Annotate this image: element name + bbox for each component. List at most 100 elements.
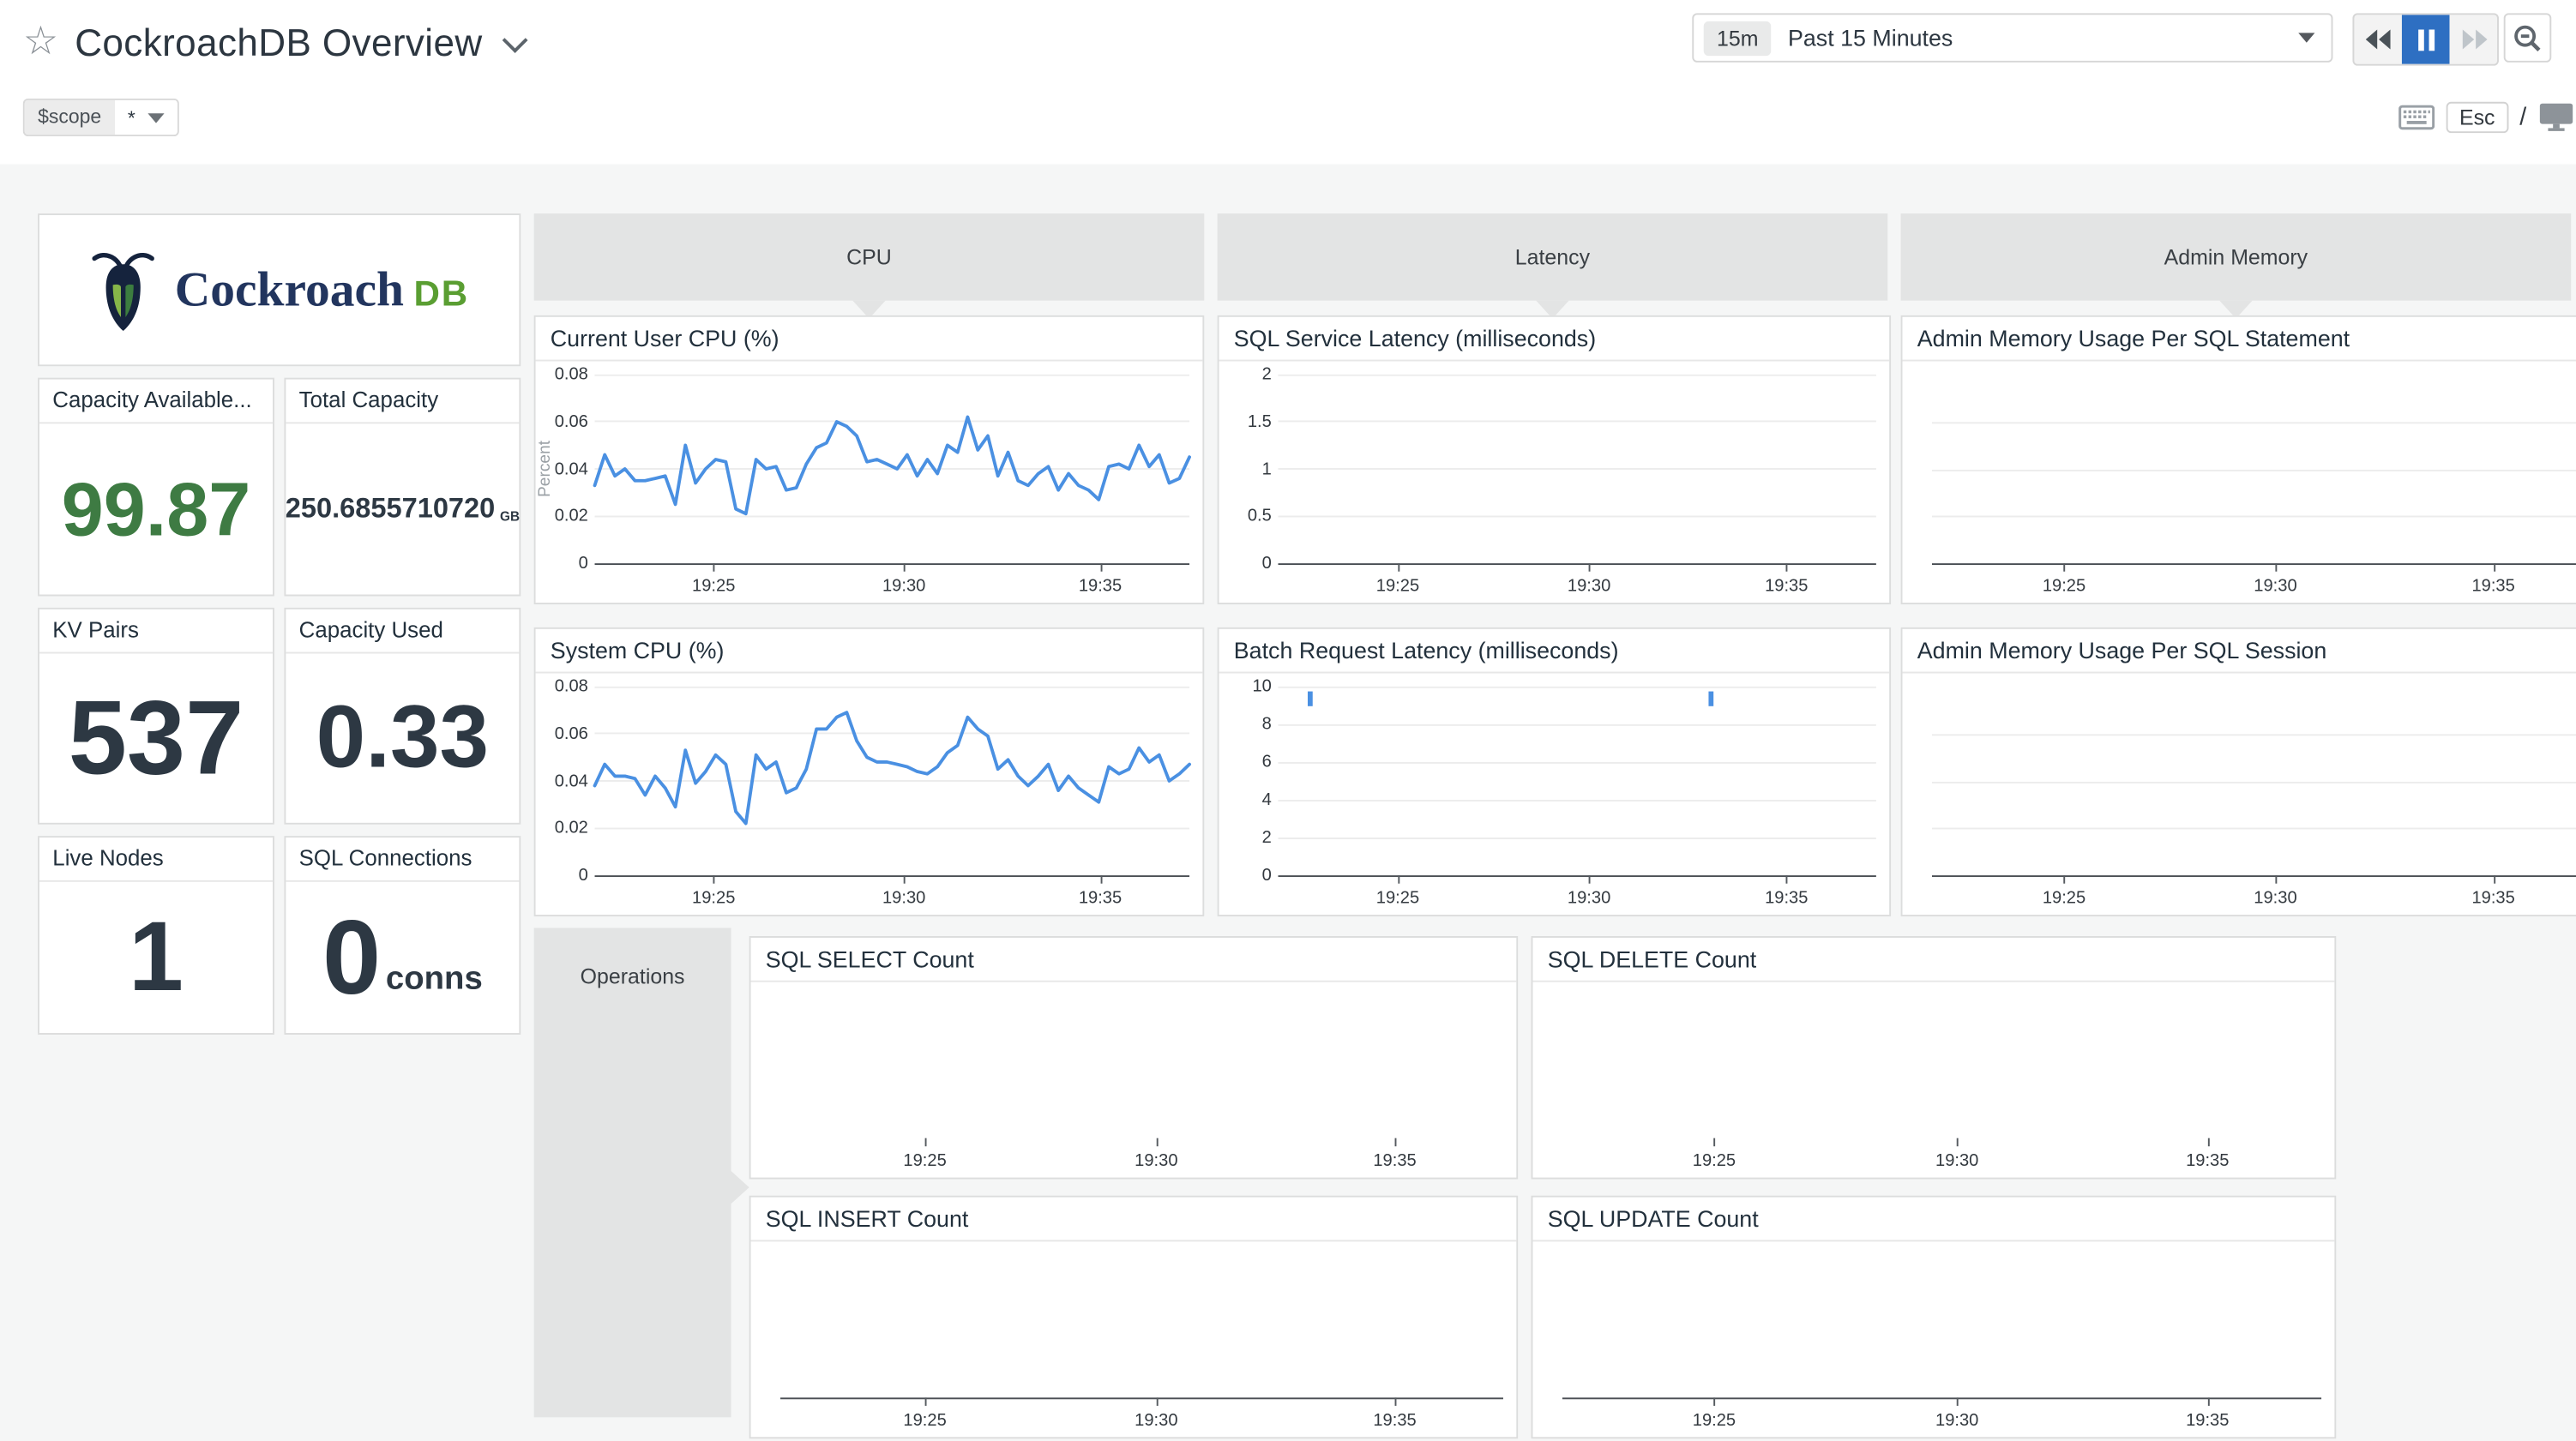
chart-panel-sql-update-count[interactable]: SQL UPDATE Count 19:25 19:30 19:35: [1531, 1195, 2337, 1439]
stat-card-live-nodes[interactable]: Live Nodes 1: [38, 836, 274, 1035]
forward-button[interactable]: [2449, 15, 2497, 63]
group-header-operations[interactable]: Operations: [533, 928, 731, 1418]
x-tick-label: 19:30: [882, 576, 926, 597]
stat-value: 537: [68, 678, 244, 797]
stat-label: Live Nodes: [39, 838, 274, 882]
y-tick-label: 0: [1261, 865, 1272, 886]
pause-button[interactable]: [2401, 15, 2450, 64]
stat-card-total-capacity[interactable]: Total Capacity 250.6855710720 GB: [284, 377, 521, 597]
stat-card-capacity-available[interactable]: Capacity Available... 99.87: [38, 377, 274, 597]
template-variable-scope[interactable]: $scope *: [22, 98, 180, 137]
chevron-down-icon[interactable]: [502, 27, 527, 52]
stat-card-sql-connections[interactable]: SQL Connections 0 conns: [284, 836, 521, 1035]
chart-title: Admin Memory Usage Per SQL Statement: [1902, 317, 2576, 362]
zoom-out-icon: [2514, 24, 2541, 51]
chart-title: SQL UPDATE Count: [1532, 1198, 2335, 1242]
chart-plot: 19:25 19:30 19:35: [751, 982, 1517, 1178]
stat-card-capacity-used[interactable]: Capacity Used 0.33: [284, 607, 521, 825]
group-header-latency[interactable]: Latency: [1217, 213, 1888, 301]
x-tick: [1156, 1138, 1159, 1147]
x-tick-label: 19:35: [1373, 1410, 1417, 1431]
keyboard-icon[interactable]: [2398, 104, 2435, 129]
chart-panel-admin-memory-session[interactable]: Admin Memory Usage Per SQL Session 19:25…: [1900, 627, 2576, 917]
group-header-admin-memory[interactable]: Admin Memory: [1900, 213, 2572, 301]
stat-value: 99.87: [61, 465, 251, 551]
gridline: [1278, 373, 1876, 375]
x-tick-label: 19:35: [1078, 576, 1122, 597]
group-label: Latency: [1514, 244, 1591, 270]
x-tick-label: 19:35: [1373, 1150, 1417, 1171]
fullscreen-monitor-icon[interactable]: [2538, 102, 2574, 131]
y-tick-label: 0: [578, 865, 588, 886]
y-tick-label: 0.06: [554, 724, 588, 744]
x-axis-baseline: [594, 563, 1190, 566]
x-tick-label: 19:25: [2042, 888, 2086, 909]
chart-panel-admin-memory-statement[interactable]: Admin Memory Usage Per SQL Statement 19:…: [1900, 315, 2576, 605]
chart-plot: 19:25 19:30 19:35: [1903, 361, 2576, 603]
pause-icon: [2417, 28, 2435, 51]
scope-var-value[interactable]: *: [114, 99, 178, 135]
x-tick-label: 19:25: [1692, 1150, 1736, 1171]
chart-plot: 0 0.5 1 1.5 2 19:25 19:30 19:35: [1219, 361, 1890, 603]
group-label: CPU: [846, 244, 892, 270]
gridline: [594, 515, 1190, 518]
fast-forward-icon: [2461, 29, 2487, 50]
x-tick: [1713, 1138, 1716, 1147]
favorite-star-icon[interactable]: ☆: [22, 19, 59, 64]
gridline: [1932, 733, 2576, 736]
y-tick-label: 0: [578, 553, 588, 573]
x-axis-baseline: [780, 1397, 1503, 1400]
x-tick-label: 19:30: [1935, 1150, 1979, 1171]
gridline: [594, 373, 1190, 375]
gridline: [1278, 837, 1876, 839]
x-tick-label: 19:30: [1135, 1410, 1178, 1431]
scope-value-text: *: [127, 105, 135, 129]
gridline: [1278, 723, 1876, 725]
gridline: [594, 685, 1190, 687]
x-tick: [1100, 875, 1102, 884]
y-tick-label: 0.02: [554, 506, 588, 526]
chart-panel-system-cpu[interactable]: System CPU (%) 0 0.02 0.04 0.06 0.08 19:25 19:…: [533, 627, 1205, 917]
x-tick-label: 19:35: [2471, 888, 2515, 909]
x-tick-label: 19:25: [903, 1410, 947, 1431]
x-tick: [2493, 875, 2495, 884]
stat-label: Capacity Used: [286, 609, 520, 654]
dropdown-caret-icon: [2298, 33, 2315, 43]
x-tick: [2207, 1397, 2210, 1406]
chart-panel-batch-request-latency[interactable]: Batch Request Latency (milliseconds) 0 2 4…: [1217, 627, 1892, 917]
y-tick-label: 2: [1261, 364, 1272, 385]
gridline: [1278, 799, 1876, 801]
chart-panel-sql-delete-count[interactable]: SQL DELETE Count 19:25 19:30 19:35: [1531, 936, 2337, 1180]
chart-title: SQL SELECT Count: [750, 938, 1517, 982]
x-tick-label: 19:35: [2186, 1150, 2230, 1171]
esc-key-badge[interactable]: Esc: [2446, 100, 2508, 133]
gridline: [1278, 420, 1876, 423]
x-tick: [1589, 563, 1592, 572]
chart-panel-sql-service-latency[interactable]: SQL Service Latency (milliseconds) 0 0.5 1…: [1217, 315, 1892, 605]
chart-panel-sql-insert-count[interactable]: SQL INSERT Count 19:25 19:30 19:35: [749, 1195, 1519, 1439]
stat-card-kv-pairs[interactable]: KV Pairs 537: [38, 607, 274, 825]
stat-unit: conns: [385, 960, 483, 997]
zoom-out-button[interactable]: [2503, 13, 2552, 63]
slash-separator: /: [2519, 102, 2527, 131]
chart-panel-current-user-cpu[interactable]: Current User CPU (%) Percent 0 0.02 0.04 0.0…: [533, 315, 1205, 605]
x-tick-label: 19:35: [2186, 1410, 2230, 1431]
x-tick-label: 19:35: [1765, 888, 1809, 909]
gridline: [1932, 421, 2576, 423]
x-tick-label: 19:35: [1765, 576, 1809, 597]
time-range-selector[interactable]: 15m Past 15 Minutes: [1692, 13, 2333, 63]
rewind-button[interactable]: [2354, 15, 2402, 63]
chart-plot: 19:25 19:30 19:35: [1532, 1241, 2334, 1437]
x-tick: [1589, 875, 1592, 884]
x-tick: [2493, 563, 2495, 572]
group-header-cpu[interactable]: CPU: [533, 213, 1205, 301]
x-tick-label: 19:30: [1135, 1150, 1178, 1171]
gridline: [594, 468, 1190, 470]
time-range-badge: 15m: [1703, 20, 1772, 56]
chart-panel-sql-select-count[interactable]: SQL SELECT Count 19:25 19:30 19:35: [749, 936, 1519, 1180]
gridline: [1932, 516, 2576, 518]
y-tick-label: 0.06: [554, 411, 588, 432]
x-tick-label: 19:30: [1935, 1410, 1979, 1431]
spike-mark: [1308, 692, 1314, 707]
y-tick-label: 4: [1261, 790, 1272, 810]
